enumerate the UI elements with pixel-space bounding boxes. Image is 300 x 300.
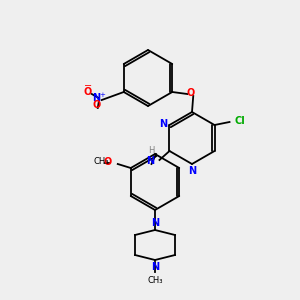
- Text: N: N: [151, 262, 159, 272]
- Text: CH₃: CH₃: [147, 276, 163, 285]
- Text: N: N: [159, 119, 167, 129]
- Text: N: N: [92, 93, 100, 103]
- Text: O: O: [84, 87, 92, 97]
- Text: Cl: Cl: [235, 116, 245, 126]
- Text: −: −: [84, 81, 92, 91]
- Text: O: O: [186, 88, 194, 98]
- Text: N: N: [151, 218, 159, 228]
- Text: CH₃: CH₃: [93, 158, 109, 166]
- Text: N: N: [146, 156, 154, 166]
- Text: N: N: [188, 166, 196, 176]
- Text: O: O: [93, 100, 101, 110]
- Text: +: +: [99, 92, 105, 98]
- Text: O: O: [103, 157, 112, 167]
- Text: H: H: [148, 146, 155, 155]
